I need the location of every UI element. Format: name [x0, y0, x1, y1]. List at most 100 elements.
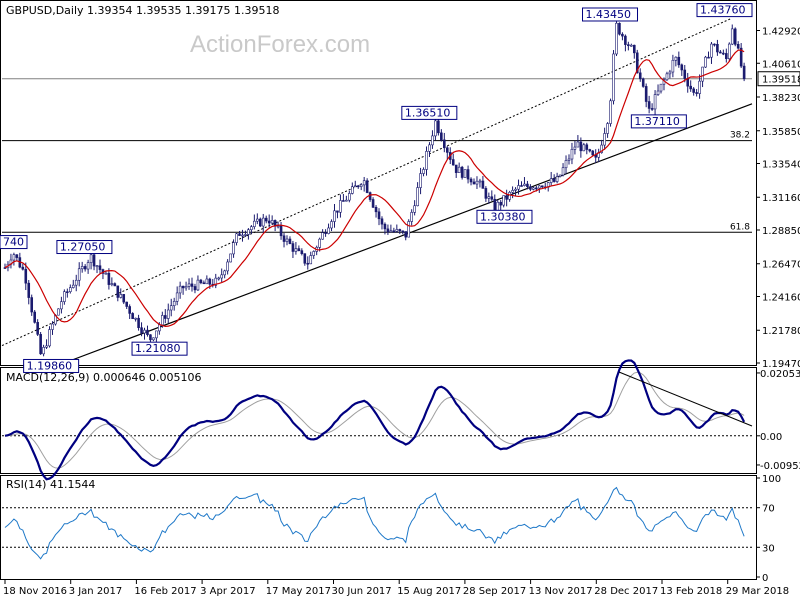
macd-header: MACD(12,26,9) 0.000646 0.005106 [6, 371, 202, 384]
candle-body [733, 28, 737, 45]
candle-body [125, 301, 129, 307]
candle-body [538, 185, 541, 189]
candle-body [261, 217, 265, 227]
candle-body [558, 174, 562, 177]
macd-tick-label: 0.00 [760, 432, 782, 443]
candle-body [484, 188, 488, 199]
annotation-label-5: 1.43450 [586, 8, 632, 21]
candle-body [321, 232, 324, 240]
date-tick-label: 16 Feb 2017 [134, 586, 196, 597]
candle-body [89, 254, 93, 263]
date-tick-label: 15 Aug 2017 [397, 586, 461, 597]
candle-body [585, 144, 589, 150]
rsi-tick-label: 70 [762, 504, 775, 515]
candle-body [235, 233, 238, 243]
candle-body [276, 225, 280, 228]
candle-body [152, 337, 155, 341]
candle-body [184, 286, 188, 289]
candle-body [710, 43, 713, 58]
annotation-label-2: 1.21080 [135, 342, 181, 355]
candle-body [564, 160, 568, 169]
candle-body [410, 212, 413, 222]
date-tick-label: 28 Dec 2017 [594, 586, 658, 597]
candle-body [567, 158, 571, 161]
candle-body [199, 279, 203, 284]
candle-body [371, 199, 375, 208]
candle-body [630, 44, 633, 47]
candle-body [392, 230, 396, 233]
candle-body [149, 334, 152, 341]
candle-body [511, 190, 514, 193]
fib-label-1: 61.8 [730, 222, 750, 232]
candle-body [457, 166, 461, 173]
candle-body [128, 306, 131, 314]
candle-body [131, 313, 134, 319]
candle-body [155, 330, 158, 339]
annotation-box-5 [582, 7, 639, 22]
candle-body [30, 297, 34, 313]
candle-body [413, 205, 416, 213]
candle-body [576, 141, 580, 148]
date-tick-label: 3 Jan 2017 [69, 586, 123, 597]
candle-body [502, 195, 505, 206]
candle-body [499, 201, 503, 206]
candle-body [267, 220, 271, 224]
rsi-line [4, 486, 745, 560]
candle-body [612, 53, 615, 102]
price-tick-label: 1.24160 [762, 293, 800, 304]
candle-body [380, 218, 384, 225]
candle-body [695, 92, 698, 94]
candle-body [680, 64, 684, 71]
candle-body [508, 192, 511, 200]
candle-body [163, 315, 167, 319]
candle-body [63, 291, 66, 302]
candle-body [327, 227, 330, 234]
candle-body [77, 268, 81, 281]
candle-body [294, 248, 298, 252]
price-tick-label: 1.21780 [762, 326, 800, 337]
annotation-box-3 [401, 105, 458, 120]
candle-body [505, 195, 508, 200]
candle-body [621, 33, 624, 37]
candle-body [333, 210, 336, 222]
candle-body [69, 287, 72, 292]
candle-body [454, 164, 458, 173]
candle-body [460, 166, 464, 178]
rsi-tick-label: 100 [762, 474, 781, 485]
candle-body [116, 285, 120, 298]
candle-body [217, 277, 221, 280]
candle-body [493, 198, 497, 212]
candle-body [92, 254, 96, 267]
annotation-box-0 [23, 358, 80, 373]
candle-body [161, 315, 164, 326]
candle-body [742, 65, 746, 80]
candle-body [398, 229, 402, 232]
candle-body [588, 149, 592, 152]
candle-body [437, 120, 440, 134]
candle-body [520, 185, 523, 187]
price-tick-label: 1.26470 [762, 260, 800, 271]
candle-body [606, 123, 609, 134]
candle-body [306, 262, 310, 265]
candle-body [33, 311, 36, 323]
annotation-label-7: 1.43760 [700, 4, 746, 17]
candle-body [288, 238, 292, 244]
candle-body [570, 148, 574, 160]
candle-body [632, 44, 636, 54]
candle-body [247, 229, 250, 235]
annotation-label-3: 1.36510 [405, 106, 451, 119]
candle-body [169, 305, 173, 311]
candle-body [540, 185, 544, 188]
candle-body [716, 43, 719, 53]
candle-body [223, 270, 226, 276]
candle-body [172, 301, 176, 306]
candle-body [175, 292, 179, 302]
candle-body [618, 22, 621, 35]
candle-body [407, 221, 410, 238]
candle-body [736, 44, 740, 49]
candle-body [487, 196, 491, 199]
candle-body [730, 28, 734, 45]
candle-body [374, 207, 378, 213]
